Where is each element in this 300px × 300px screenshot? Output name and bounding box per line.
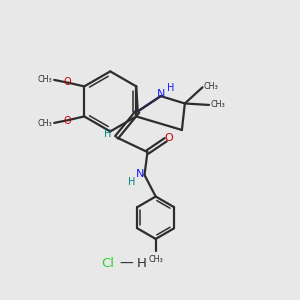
Text: Cl: Cl [101,257,114,270]
Text: N: N [136,169,145,178]
Text: CH₃: CH₃ [37,74,52,83]
Text: N: N [157,89,165,99]
Text: H: H [167,83,175,93]
Text: —: — [120,256,133,270]
Text: O: O [165,133,174,143]
Text: H: H [104,129,111,140]
Text: H: H [137,257,147,270]
Text: CH₃: CH₃ [148,255,163,264]
Text: H: H [128,176,135,187]
Text: O: O [63,116,71,126]
Text: CH₃: CH₃ [210,100,225,109]
Text: CH₃: CH₃ [37,119,52,128]
Text: O: O [63,77,71,87]
Text: CH₃: CH₃ [204,82,218,91]
